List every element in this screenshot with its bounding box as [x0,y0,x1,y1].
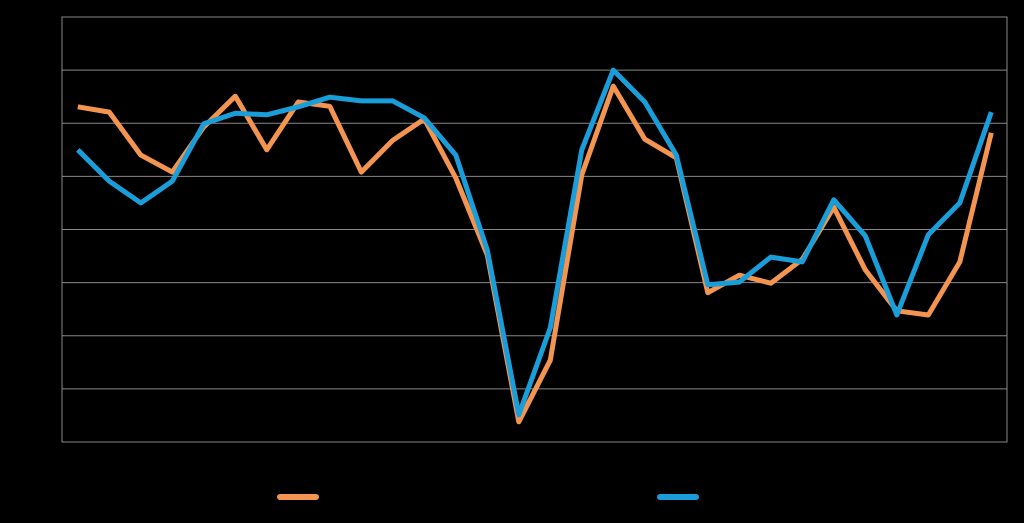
series-line [77,83,994,425]
series-line [76,67,994,418]
